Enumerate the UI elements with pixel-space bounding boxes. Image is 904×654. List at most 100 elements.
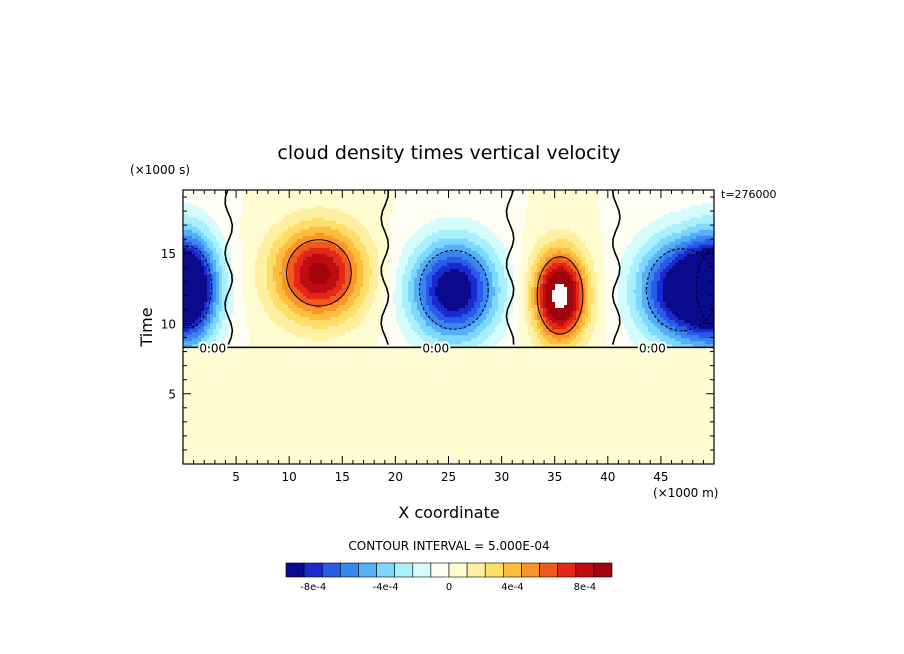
heatmap-cell xyxy=(186,379,190,384)
heatmap-cell xyxy=(630,421,634,426)
heatmap-cell xyxy=(414,421,418,426)
heatmap-cell xyxy=(234,448,238,453)
heatmap-cell xyxy=(486,406,490,411)
heatmap-cell xyxy=(414,415,418,420)
heatmap-cell xyxy=(501,394,505,399)
heatmap-cell xyxy=(708,394,712,399)
heatmap-cell xyxy=(309,382,313,387)
heatmap-cell xyxy=(231,415,235,420)
heatmap-cell xyxy=(366,451,370,456)
heatmap-cell xyxy=(408,409,412,414)
heatmap-cell xyxy=(627,409,631,414)
heatmap-cell xyxy=(525,457,529,462)
heatmap-cell xyxy=(531,388,535,393)
heatmap-cell xyxy=(372,436,376,441)
heatmap-cell xyxy=(378,430,382,435)
heatmap-cell xyxy=(447,415,451,420)
heatmap-cell xyxy=(336,448,340,453)
heatmap-cell xyxy=(471,394,475,399)
heatmap-cell xyxy=(540,412,544,417)
heatmap-cell xyxy=(690,394,694,399)
heatmap-cell xyxy=(321,379,325,384)
heatmap-cell xyxy=(486,397,490,402)
heatmap-cell xyxy=(699,382,703,387)
heatmap-cell xyxy=(198,400,202,405)
heatmap-cell xyxy=(447,436,451,441)
heatmap-cell xyxy=(543,415,547,420)
heatmap-cell xyxy=(651,445,655,450)
heatmap-cell xyxy=(711,460,714,464)
heatmap-cell xyxy=(690,427,694,432)
heatmap-cell xyxy=(675,391,679,396)
heatmap-cell xyxy=(444,448,448,453)
heatmap-cell xyxy=(276,448,280,453)
heatmap-cell xyxy=(243,409,247,414)
heatmap-cell xyxy=(423,415,427,420)
heatmap-cell xyxy=(312,418,316,423)
heatmap-cell xyxy=(558,430,562,435)
heatmap-cell xyxy=(711,379,714,384)
heatmap-cell xyxy=(552,430,556,435)
heatmap-cell xyxy=(207,397,211,402)
heatmap-cell xyxy=(525,424,529,429)
heatmap-cell xyxy=(711,439,714,444)
heatmap-cell xyxy=(537,457,541,462)
heatmap-cell xyxy=(621,454,625,459)
heatmap-cell xyxy=(624,415,628,420)
heatmap-cell xyxy=(297,442,301,447)
heatmap-cell xyxy=(678,409,682,414)
heatmap-cell xyxy=(252,448,256,453)
heatmap-cell xyxy=(441,451,445,456)
heatmap-cell xyxy=(438,403,442,408)
heatmap-cell xyxy=(693,421,697,426)
heatmap-cell xyxy=(564,397,568,402)
heatmap-cell xyxy=(525,379,529,384)
heatmap-cell xyxy=(507,388,511,393)
heatmap-cell xyxy=(507,454,511,459)
heatmap-cell xyxy=(459,448,463,453)
heatmap-cell xyxy=(219,433,223,438)
heatmap-cell xyxy=(711,382,714,387)
heatmap-cell xyxy=(318,451,322,456)
heatmap-cell xyxy=(483,457,487,462)
heatmap-cell xyxy=(588,442,592,447)
heatmap-cell xyxy=(375,412,379,417)
heatmap-cell xyxy=(393,436,397,441)
heatmap-cell xyxy=(249,412,253,417)
heatmap-cell xyxy=(591,442,595,447)
heatmap-cell xyxy=(297,430,301,435)
heatmap-cell xyxy=(201,445,205,450)
heatmap-cell xyxy=(438,394,442,399)
heatmap-cell xyxy=(330,409,334,414)
heatmap-cell xyxy=(348,430,352,435)
heatmap-cell xyxy=(333,415,337,420)
heatmap-cell xyxy=(690,397,694,402)
heatmap-cell xyxy=(237,394,241,399)
heatmap-cell xyxy=(222,400,226,405)
heatmap-cell xyxy=(387,415,391,420)
heatmap-cell xyxy=(447,406,451,411)
heatmap-cell xyxy=(657,430,661,435)
heatmap-cell xyxy=(474,454,478,459)
heatmap-cell xyxy=(690,424,694,429)
heatmap-cell xyxy=(573,442,577,447)
heatmap-cell xyxy=(555,394,559,399)
heatmap-cell xyxy=(261,391,265,396)
heatmap-cell xyxy=(411,379,415,384)
heatmap-cell xyxy=(267,385,271,390)
heatmap-cell xyxy=(234,379,238,384)
heatmap-cell xyxy=(339,418,343,423)
heatmap-cell xyxy=(375,451,379,456)
heatmap-cell xyxy=(549,424,553,429)
heatmap-cell xyxy=(336,397,340,402)
heatmap-cell xyxy=(378,424,382,429)
heatmap-cell xyxy=(420,406,424,411)
heatmap-cell xyxy=(558,382,562,387)
heatmap-cell xyxy=(459,436,463,441)
heatmap-cell xyxy=(594,409,598,414)
heatmap-cell xyxy=(639,397,643,402)
heatmap-cell xyxy=(282,433,286,438)
heatmap-cell xyxy=(408,388,412,393)
heatmap-cell xyxy=(705,385,709,390)
heatmap-cell xyxy=(405,394,409,399)
